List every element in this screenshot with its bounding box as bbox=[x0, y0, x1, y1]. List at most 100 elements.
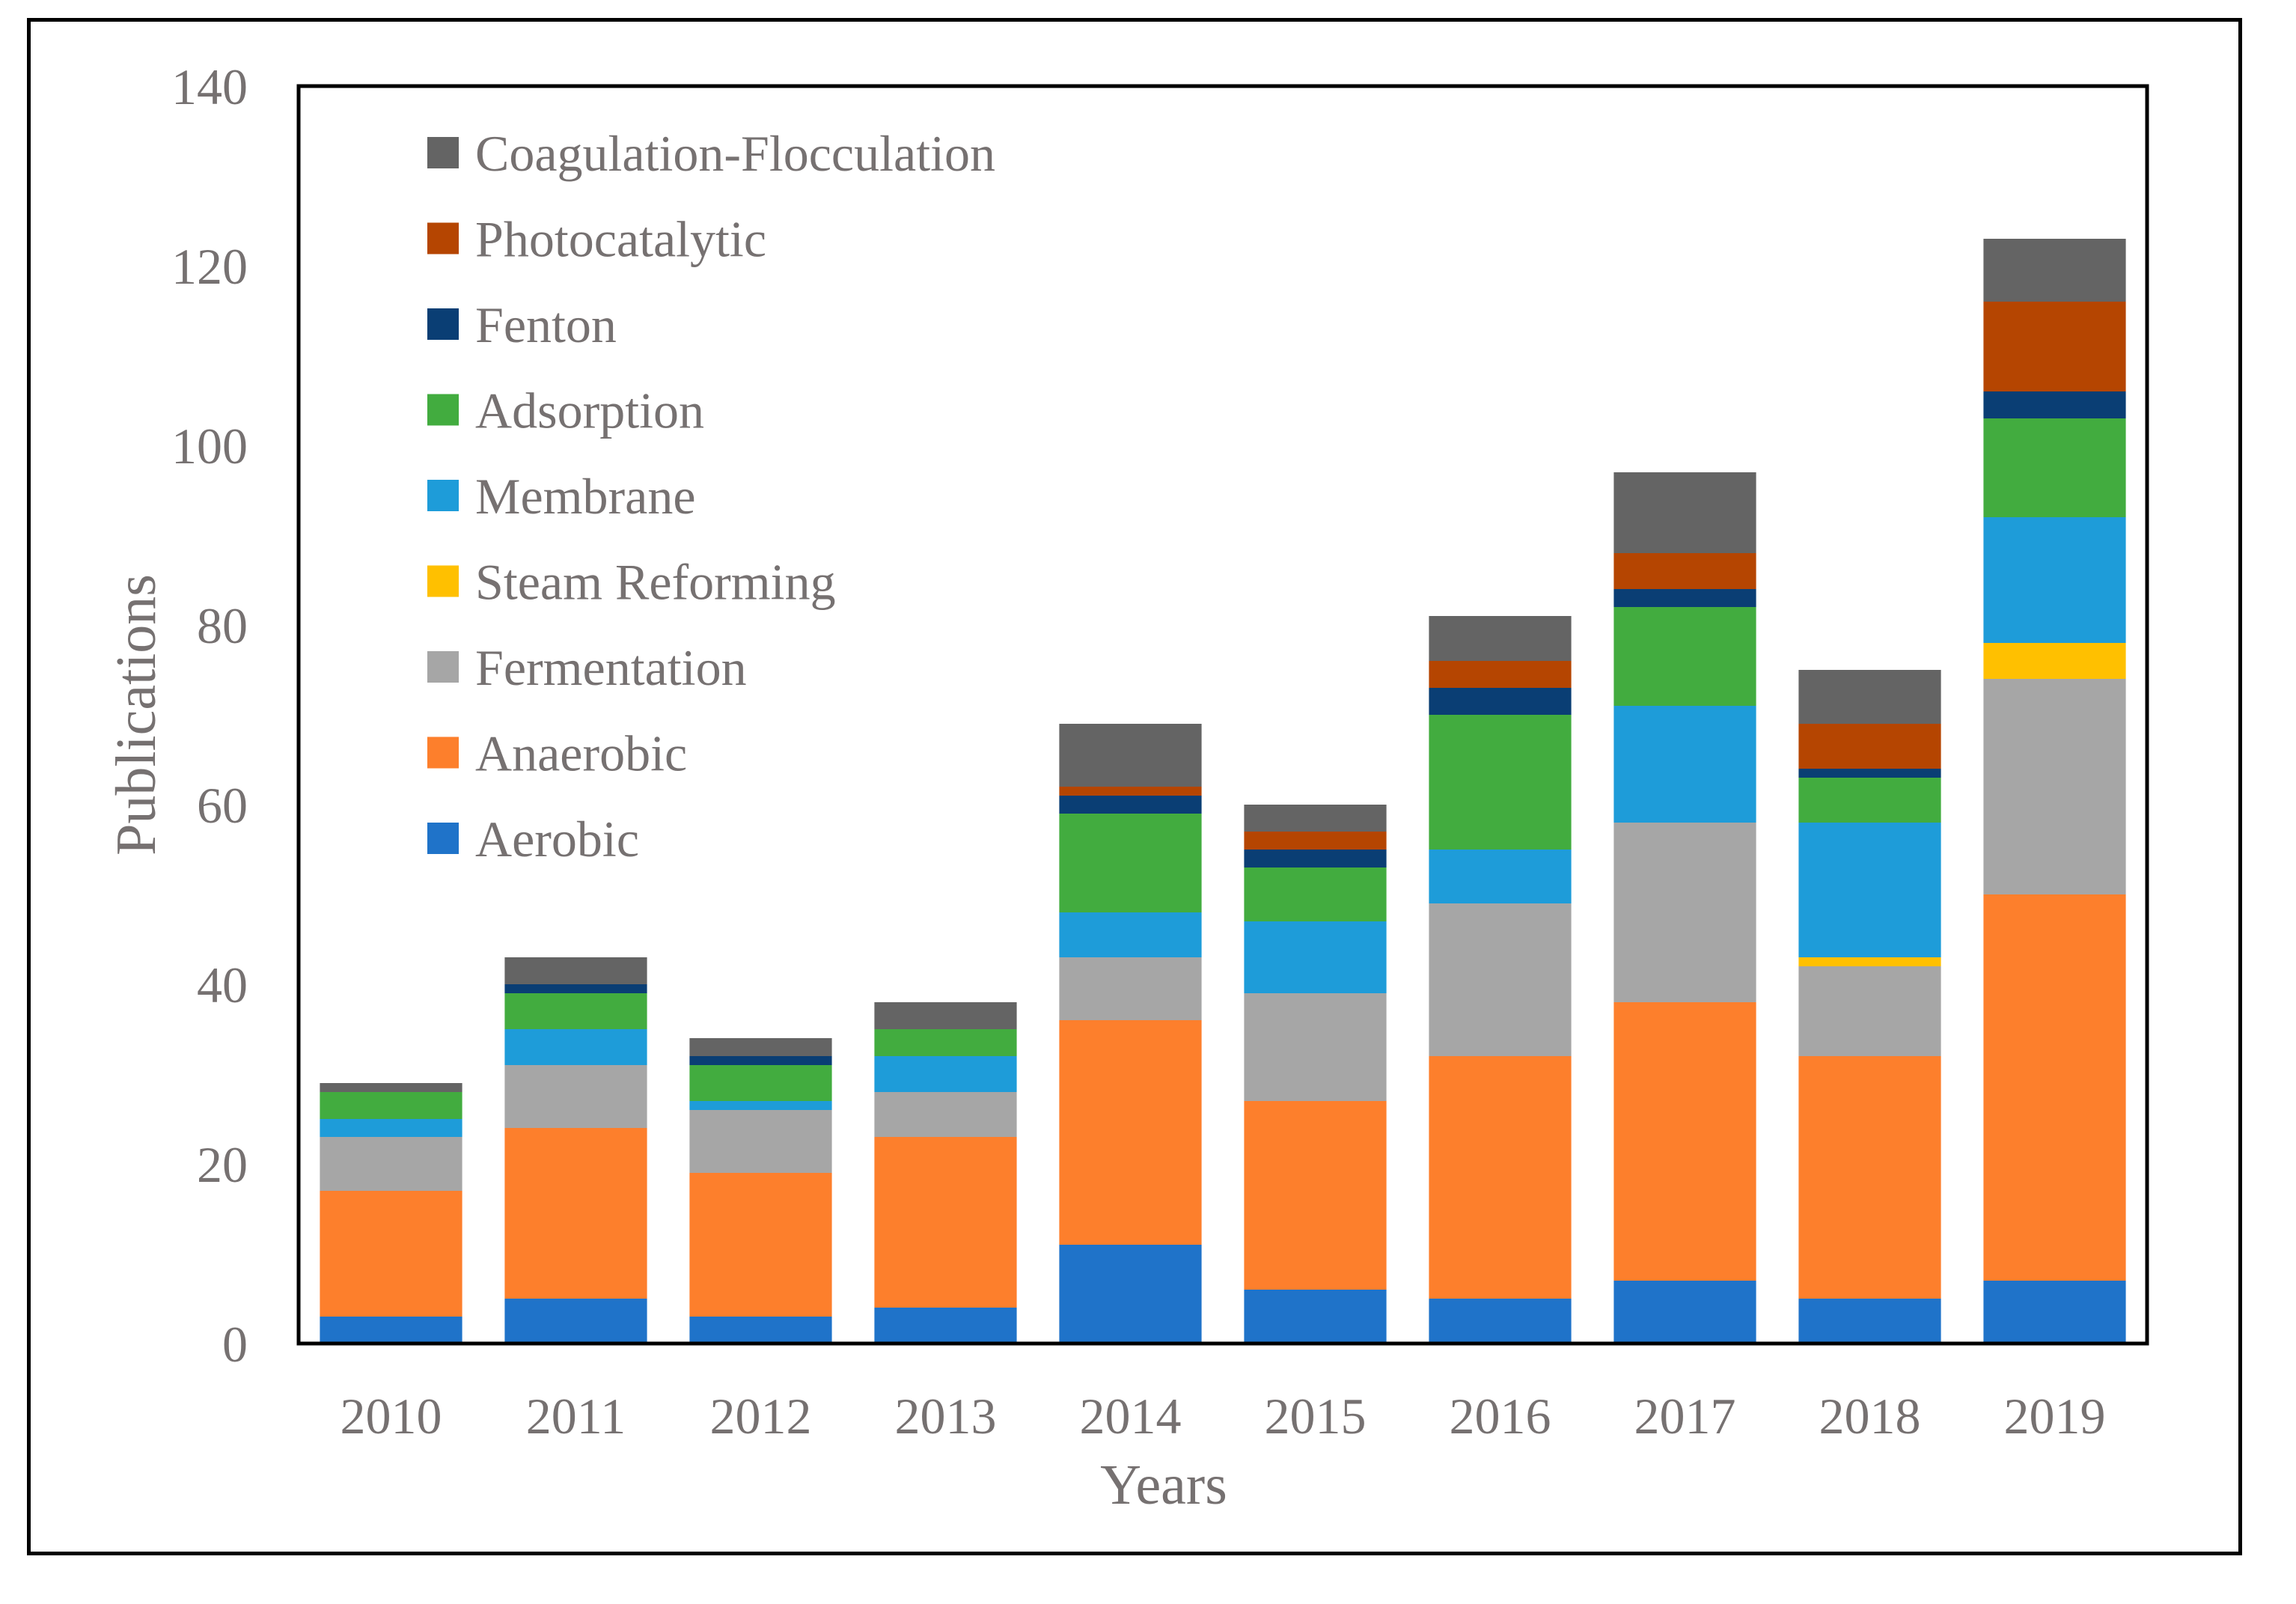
legend-item-photocatalytic: Photocatalytic bbox=[427, 211, 766, 268]
x-tick-label-2010: 2010 bbox=[341, 1388, 442, 1445]
y-tick-label-0: 0 bbox=[222, 1316, 248, 1373]
legend-label: Membrane bbox=[475, 468, 696, 525]
y-tick-label-20: 20 bbox=[197, 1136, 248, 1193]
y-tick-label-60: 60 bbox=[197, 777, 248, 834]
bar-membrane-2013 bbox=[874, 1056, 1017, 1092]
bar-aerobic-2016 bbox=[1429, 1299, 1572, 1344]
bar-fermentation-2018 bbox=[1798, 966, 1941, 1056]
legend-label: Anaerobic bbox=[475, 725, 687, 782]
bar-coagulation-flocculation-2011 bbox=[504, 957, 647, 984]
legend-label: Coagulation-Flocculation bbox=[475, 125, 995, 182]
bar-coagulation-flocculation-2014 bbox=[1059, 724, 1202, 787]
bar-fenton-2012 bbox=[689, 1056, 832, 1065]
bar-fenton-2016 bbox=[1429, 688, 1572, 715]
bar-coagulation-flocculation-2013 bbox=[874, 1002, 1017, 1029]
legend-swatch bbox=[427, 480, 459, 511]
chart-figure: 0 20 40 60 80 100 120 140 2010 2011 2012 2013 2014 2… bbox=[27, 18, 2242, 1555]
y-tick-label-140: 140 bbox=[171, 58, 248, 115]
bar-adsorption-2010 bbox=[320, 1092, 462, 1119]
bar-anaerobic-2015 bbox=[1244, 1101, 1387, 1290]
y-axis-ticks: 0 20 40 60 80 100 120 140 bbox=[171, 58, 248, 1373]
bar-coagulation-flocculation-2010 bbox=[320, 1083, 462, 1092]
y-tick-label-100: 100 bbox=[171, 418, 248, 475]
legend-label: Photocatalytic bbox=[475, 211, 766, 268]
x-tick-label-2011: 2011 bbox=[526, 1388, 626, 1445]
legend-swatch bbox=[427, 565, 459, 597]
bar-fermentation-2012 bbox=[689, 1110, 832, 1173]
bar-photocatalytic-2015 bbox=[1244, 832, 1387, 850]
bar-aerobic-2014 bbox=[1059, 1245, 1202, 1344]
bar-anaerobic-2012 bbox=[689, 1173, 832, 1317]
legend: Coagulation-Flocculation Photocatalytic Fe… bbox=[427, 125, 995, 867]
bar-anaerobic-2016 bbox=[1429, 1056, 1572, 1299]
bar-photocatalytic-2016 bbox=[1429, 661, 1572, 688]
bar-fermentation-2010 bbox=[320, 1137, 462, 1191]
bar-adsorption-2011 bbox=[504, 993, 647, 1029]
x-tick-label-2016: 2016 bbox=[1450, 1388, 1551, 1445]
legend-swatch bbox=[427, 222, 459, 254]
bar-coagulation-flocculation-2019 bbox=[1983, 239, 2126, 302]
x-tick-label-2013: 2013 bbox=[895, 1388, 997, 1445]
x-tick-label-2019: 2019 bbox=[2004, 1388, 2106, 1445]
bar-anaerobic-2017 bbox=[1613, 1002, 1756, 1281]
bar-fermentation-2015 bbox=[1244, 993, 1387, 1101]
bar-adsorption-2018 bbox=[1798, 778, 1941, 823]
bar-adsorption-2014 bbox=[1059, 814, 1202, 912]
legend-label: Steam Reforming bbox=[475, 554, 836, 611]
y-tick-label-80: 80 bbox=[197, 597, 248, 654]
legend-swatch bbox=[427, 394, 459, 426]
bar-membrane-2010 bbox=[320, 1119, 462, 1137]
bar-anaerobic-2014 bbox=[1059, 1020, 1202, 1245]
legend-label: Fermentation bbox=[475, 639, 747, 696]
bar-fenton-2011 bbox=[504, 984, 647, 993]
bar-membrane-2015 bbox=[1244, 921, 1387, 993]
bar-fenton-2014 bbox=[1059, 796, 1202, 814]
legend-item-anaerobic: Anaerobic bbox=[427, 725, 687, 782]
bar-fermentation-2014 bbox=[1059, 957, 1202, 1020]
bar-aerobic-2019 bbox=[1983, 1281, 2126, 1344]
legend-item-steam-reforming: Steam Reforming bbox=[427, 554, 836, 611]
bar-anaerobic-2018 bbox=[1798, 1056, 1941, 1299]
bar-adsorption-2016 bbox=[1429, 715, 1572, 850]
bar-coagulation-flocculation-2012 bbox=[689, 1038, 832, 1056]
bar-fermentation-2011 bbox=[504, 1065, 647, 1128]
bar-aerobic-2013 bbox=[874, 1308, 1017, 1344]
bars-layer bbox=[320, 239, 2126, 1344]
bar-aerobic-2012 bbox=[689, 1317, 832, 1344]
bar-aerobic-2015 bbox=[1244, 1290, 1387, 1344]
bar-coagulation-flocculation-2016 bbox=[1429, 616, 1572, 661]
y-tick-label-120: 120 bbox=[171, 238, 248, 295]
bar-membrane-2012 bbox=[689, 1101, 832, 1110]
bar-fermentation-2019 bbox=[1983, 679, 2126, 894]
bar-fenton-2019 bbox=[1983, 391, 2126, 418]
bar-photocatalytic-2014 bbox=[1059, 787, 1202, 796]
legend-item-fermentation: Fermentation bbox=[427, 639, 747, 696]
bar-membrane-2014 bbox=[1059, 912, 1202, 957]
bar-steam-reforming-2018 bbox=[1798, 957, 1941, 966]
bar-aerobic-2011 bbox=[504, 1299, 647, 1344]
legend-item-fenton: Fenton bbox=[427, 296, 617, 353]
x-axis-title: Years bbox=[1100, 1454, 1227, 1516]
x-tick-label-2018: 2018 bbox=[1819, 1388, 1921, 1445]
bar-fermentation-2017 bbox=[1613, 823, 1756, 1002]
bar-membrane-2016 bbox=[1429, 850, 1572, 903]
legend-swatch bbox=[427, 651, 459, 683]
legend-item-coagulation-flocculation: Coagulation-Flocculation bbox=[427, 125, 995, 182]
bar-anaerobic-2010 bbox=[320, 1191, 462, 1317]
bar-membrane-2017 bbox=[1613, 706, 1756, 823]
bar-adsorption-2019 bbox=[1983, 418, 2126, 517]
x-axis-ticks: 2010 2011 2012 2013 2014 2015 2016 2017 2018 2019 bbox=[341, 1388, 2106, 1445]
bar-coagulation-flocculation-2015 bbox=[1244, 805, 1387, 832]
bar-fermentation-2013 bbox=[874, 1092, 1017, 1137]
legend-swatch bbox=[427, 823, 459, 854]
bar-anaerobic-2019 bbox=[1983, 894, 2126, 1281]
bar-coagulation-flocculation-2017 bbox=[1613, 472, 1756, 553]
bar-aerobic-2018 bbox=[1798, 1299, 1941, 1344]
bar-anaerobic-2013 bbox=[874, 1137, 1017, 1308]
legend-label: Fenton bbox=[475, 296, 617, 353]
bar-steam-reforming-2019 bbox=[1983, 643, 2126, 679]
legend-swatch bbox=[427, 737, 459, 769]
legend-swatch bbox=[427, 137, 459, 168]
bar-fenton-2017 bbox=[1613, 589, 1756, 607]
